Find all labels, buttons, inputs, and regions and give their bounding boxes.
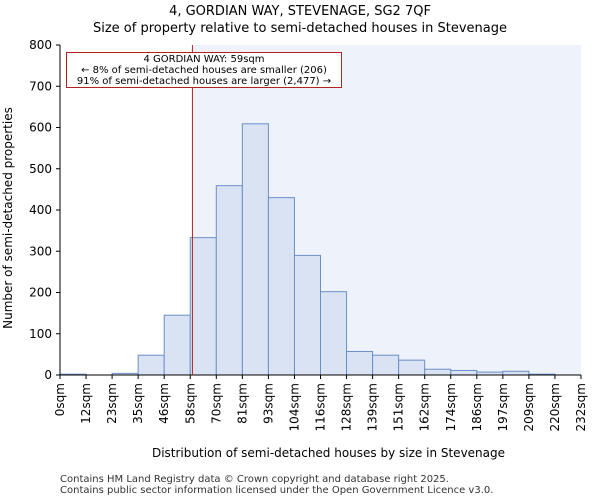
chart-title: 4, GORDIAN WAY, STEVENAGE, SG2 7QF — [169, 4, 431, 19]
y-tick-label: 0 — [44, 368, 52, 382]
x-tick-label: 174sqm — [444, 383, 458, 431]
histogram-bar — [241, 123, 269, 376]
histogram-bar — [293, 254, 322, 376]
x-tick-label: 116sqm — [314, 383, 328, 431]
x-tick-label: 12sqm — [79, 383, 93, 424]
histogram-bar — [215, 185, 243, 376]
y-tick-label: 300 — [29, 244, 52, 258]
annotation-line-3: 91% of semi-detached houses are larger (… — [76, 76, 332, 87]
x-tick-label: 220sqm — [548, 383, 562, 431]
histogram-bar — [137, 354, 165, 376]
x-tick-label: 209sqm — [522, 383, 536, 431]
histogram-bar — [398, 359, 426, 376]
annotation-line-2: ← 8% of semi-detached houses are smaller… — [81, 65, 327, 76]
histogram-bar — [424, 368, 452, 376]
histogram-bar — [372, 354, 400, 376]
x-tick-label: 0sqm — [53, 383, 67, 416]
histogram-bar — [189, 237, 217, 376]
y-tick-label: 100 — [29, 327, 52, 341]
histogram-bar — [346, 350, 374, 376]
y-tick-label: 500 — [29, 162, 52, 176]
x-tick-label: 139sqm — [366, 383, 380, 431]
y-axis-title: Number of semi-detached properties — [1, 107, 15, 329]
x-tick-label: 81sqm — [235, 383, 249, 424]
y-tick-label: 600 — [29, 121, 52, 135]
footer-licence: Contains public sector information licen… — [60, 485, 494, 496]
footer-copyright: Contains HM Land Registry data © Crown c… — [60, 474, 449, 485]
x-axis-title: Distribution of semi-detached houses by … — [152, 446, 505, 460]
histogram-bar — [267, 197, 295, 376]
x-tick-label: 186sqm — [470, 383, 484, 431]
chart-subtitle: Size of property relative to semi-detach… — [92, 21, 508, 36]
x-tick-label: 23sqm — [105, 383, 119, 424]
x-tick-label: 58sqm — [183, 383, 197, 424]
x-tick-label: 151sqm — [392, 383, 406, 431]
x-tick-label: 104sqm — [287, 383, 301, 431]
annotation-line-1: 4 GORDIAN WAY: 59sqm — [143, 54, 265, 65]
histogram-bar — [163, 314, 191, 376]
histogram-bar — [502, 370, 530, 376]
x-tick-label: 35sqm — [131, 383, 145, 424]
x-tick-label: 128sqm — [340, 383, 354, 431]
y-tick-label: 400 — [29, 203, 52, 217]
x-tick-label: 162sqm — [418, 383, 432, 431]
histogram-bar — [320, 291, 348, 376]
annotation-box: 4 GORDIAN WAY: 59sqm ← 8% of semi-detach… — [66, 52, 342, 88]
y-tick-label: 800 — [29, 38, 52, 52]
x-tick-label: 93sqm — [261, 383, 275, 424]
x-tick-label: 70sqm — [209, 383, 223, 424]
y-tick-label: 200 — [29, 286, 52, 300]
x-tick-label: 46sqm — [157, 383, 171, 424]
x-tick-label: 232sqm — [574, 383, 588, 431]
x-tick-label: 197sqm — [496, 383, 510, 431]
histogram-bar — [450, 369, 478, 376]
y-tick-label: 700 — [29, 79, 52, 93]
